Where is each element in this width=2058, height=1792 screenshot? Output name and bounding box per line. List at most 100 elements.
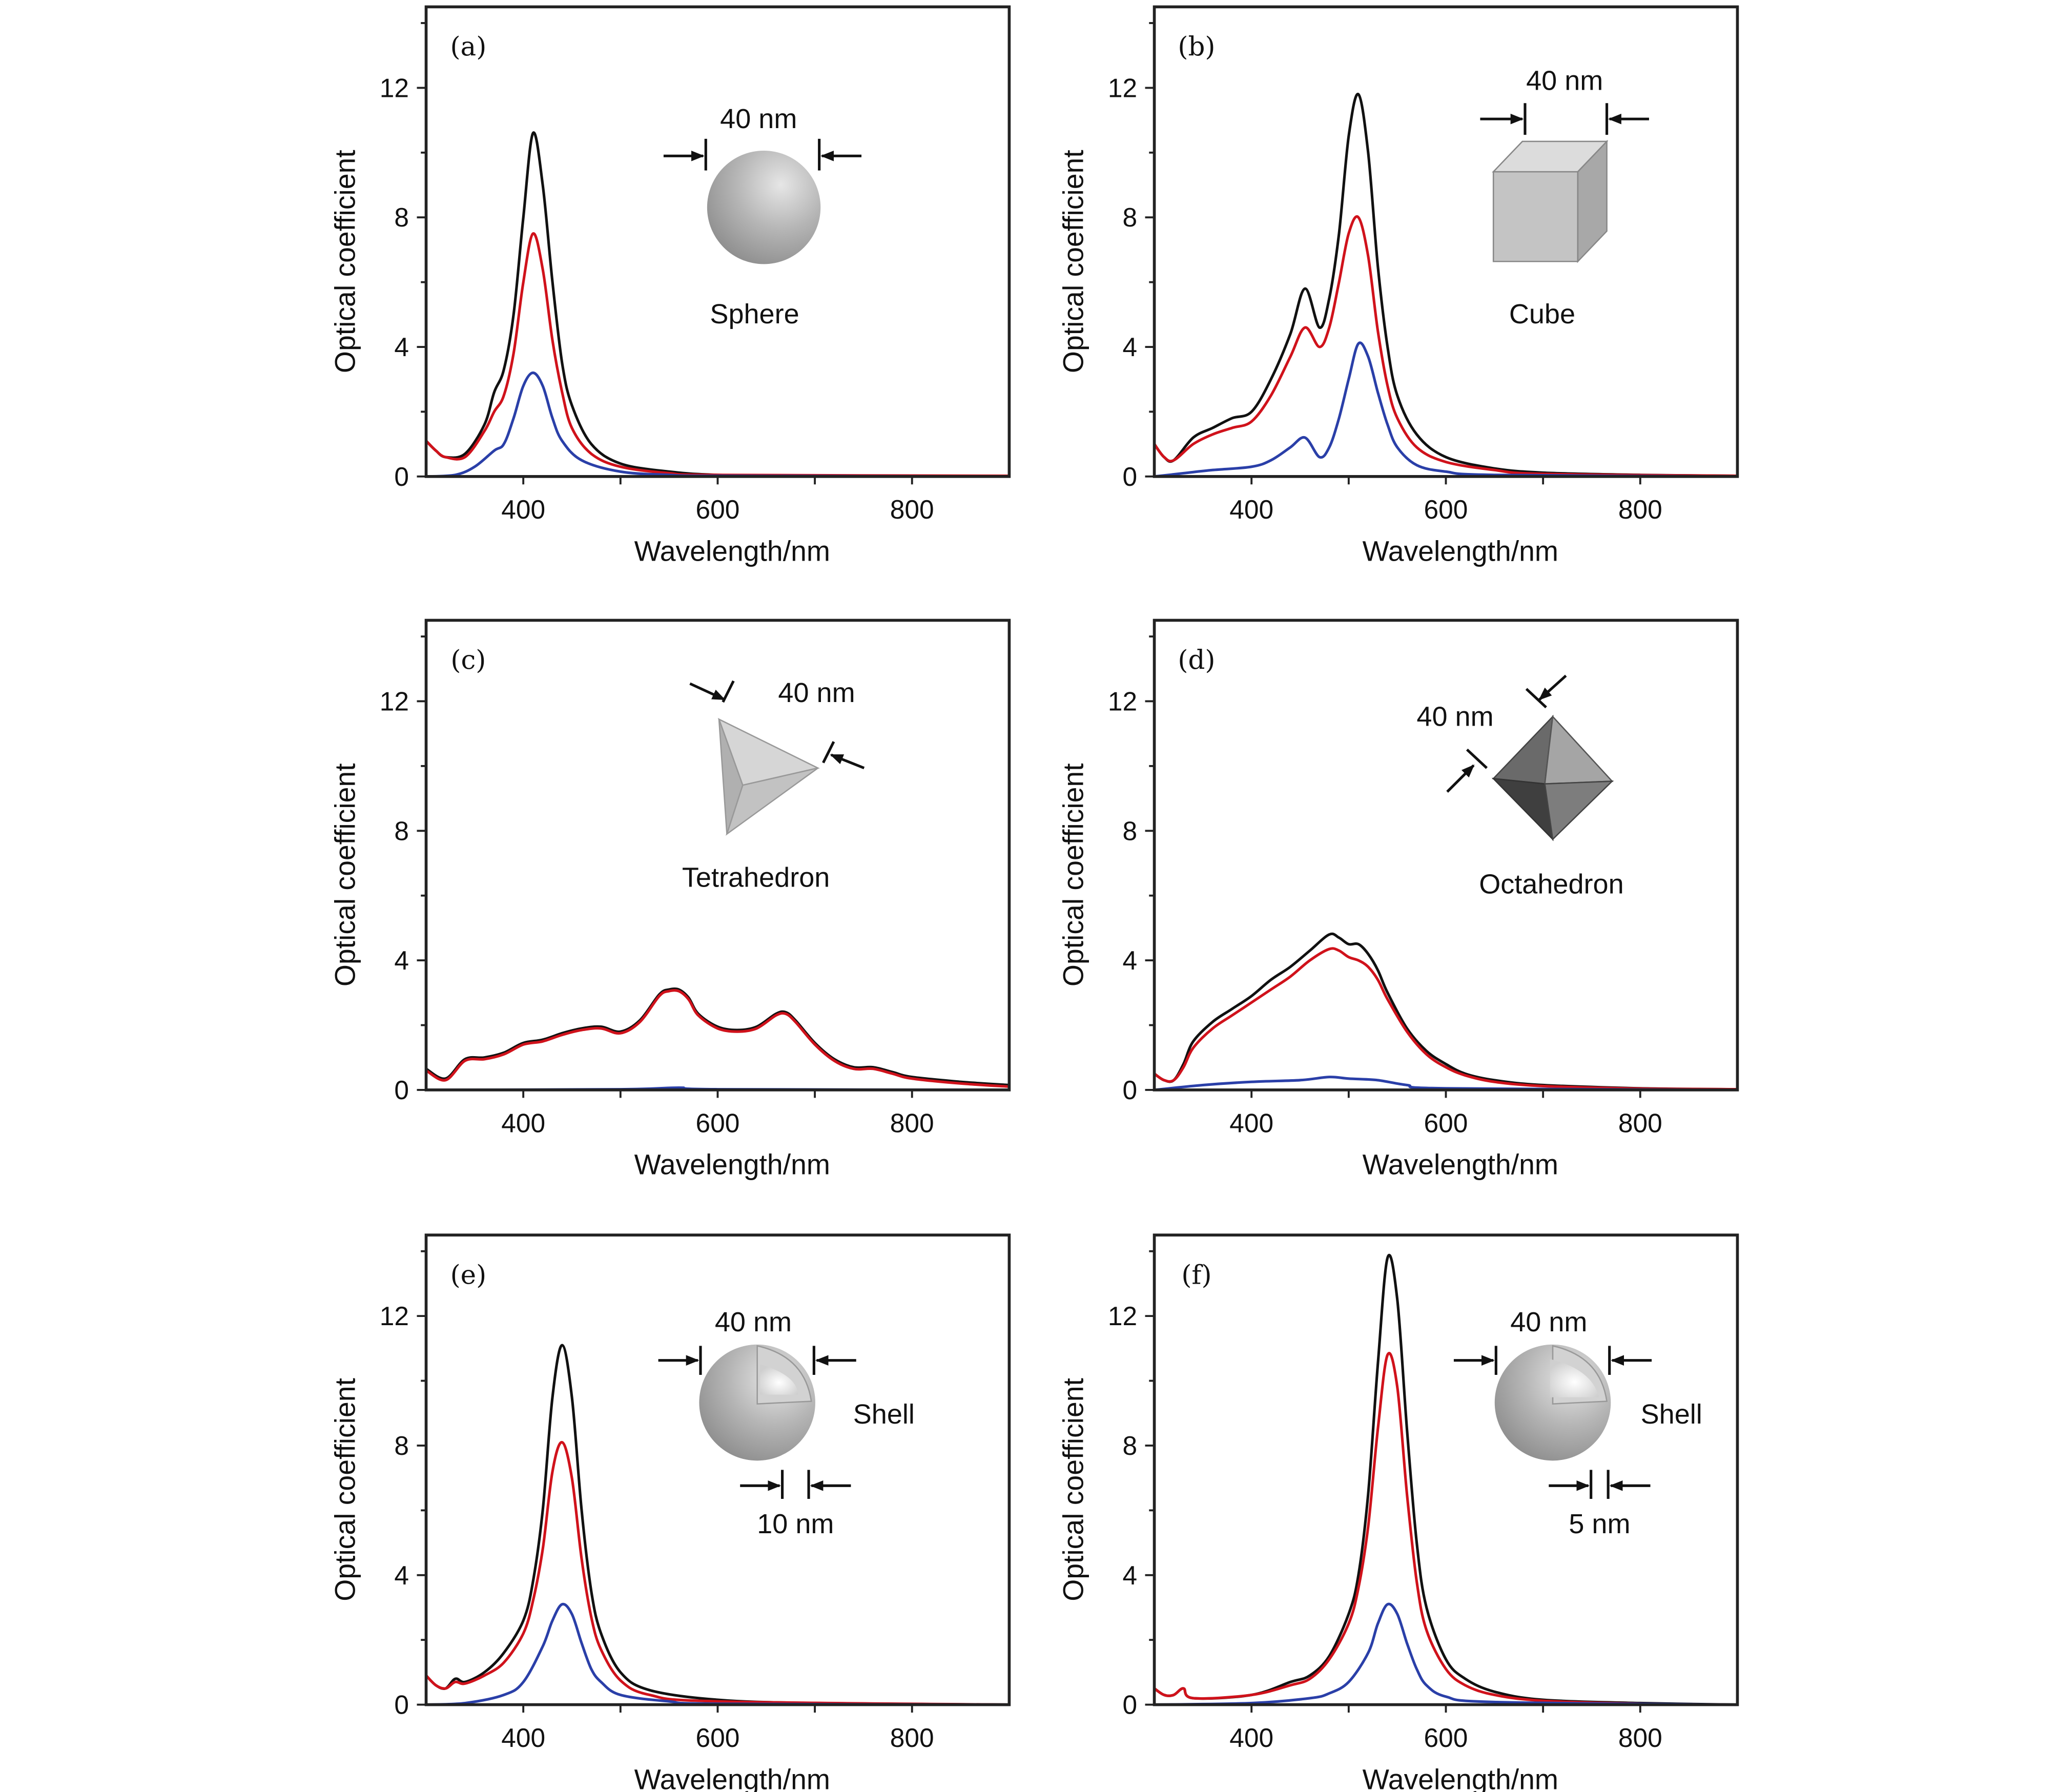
panel-b: 0 4 8 12 400 600 800 Wavelength/nm Optical coeff… <box>1058 5 1739 567</box>
size-label: 40 nm <box>778 677 855 708</box>
x-tick-label: 600 <box>696 1723 740 1753</box>
y-tick-label: 8 <box>394 202 409 232</box>
series-line-1 <box>425 232 1010 478</box>
x-tick-label: 400 <box>501 1108 545 1138</box>
series-line-2 <box>1154 1602 1738 1706</box>
cube-icon <box>1492 139 1609 263</box>
plot-frame <box>424 1233 1011 1706</box>
x-axis-label: Wavelength/nm <box>1363 1763 1558 1792</box>
dimension-bar <box>1466 748 1488 769</box>
y-tick-label: 8 <box>1122 816 1137 846</box>
inset-octahedron: 40 nm Octahedron <box>1416 674 1624 899</box>
inset-cube: 40 nm Cube <box>1480 66 1649 329</box>
plot-frame <box>424 619 1011 1091</box>
y-tick-label: 4 <box>394 332 409 362</box>
x-tick-label: 600 <box>1424 495 1468 524</box>
x-axis-label: Wavelength/nm <box>1363 1149 1558 1181</box>
size-label: 40 nm <box>1510 1307 1587 1337</box>
shape-name: Sphere <box>710 299 799 329</box>
dimension-bar <box>722 680 735 703</box>
x-tick-label: 800 <box>890 495 934 524</box>
y-tick-label: 0 <box>394 1075 409 1105</box>
panel-label: (d) <box>1178 645 1215 676</box>
inset-sphere: 40 nm Sphere <box>663 104 862 329</box>
y-tick-label: 12 <box>1108 686 1137 716</box>
y-tick-label: 0 <box>1122 1690 1137 1720</box>
series-line-0 <box>1153 93 1738 478</box>
y-tick-label: 8 <box>1122 202 1137 232</box>
shell-thickness-label: 5 nm <box>1569 1509 1630 1539</box>
x-tick-label: 600 <box>696 495 740 524</box>
y-axis-label: Optical coefficient <box>1058 150 1089 373</box>
arrow-icon <box>1538 674 1567 701</box>
shape-name: Shell <box>853 1399 915 1430</box>
size-label: 40 nm <box>1526 66 1603 96</box>
y-tick-label: 8 <box>394 1431 409 1460</box>
dimension-bar <box>1525 688 1547 709</box>
y-tick-label: 4 <box>394 945 409 975</box>
shell-sphere-icon <box>1494 1344 1611 1461</box>
sphere-icon <box>707 150 821 264</box>
series-line-0 <box>425 1344 1010 1706</box>
x-tick-label: 600 <box>1424 1108 1468 1138</box>
panel-label: (b) <box>1178 32 1215 63</box>
y-tick-label: 0 <box>394 1690 409 1720</box>
x-tick-label: 400 <box>1229 495 1273 524</box>
panel-label: (e) <box>450 1260 487 1290</box>
x-tick-label: 800 <box>1618 1108 1662 1138</box>
series-line-1 <box>1154 947 1738 1091</box>
size-label: 40 nm <box>715 1307 792 1337</box>
y-tick-label: 0 <box>394 462 409 491</box>
series-line-2 <box>1154 341 1738 478</box>
x-axis-label: Wavelength/nm <box>634 535 830 567</box>
y-tick-label: 12 <box>1108 1301 1137 1331</box>
y-axis-label: Optical coefficient <box>1058 1378 1089 1601</box>
shell-sphere-icon <box>699 1344 815 1461</box>
panel-d: 0 4 8 12 400 600 800 Wavelength/nm Optical coeff… <box>1058 619 1739 1181</box>
series-line-0 <box>425 987 1010 1086</box>
plot-frame <box>1153 619 1739 1091</box>
series-line-2 <box>426 371 1010 478</box>
series-line-2 <box>426 1602 1010 1706</box>
series-line-0 <box>1154 1253 1738 1706</box>
x-axis-label: Wavelength/nm <box>1363 535 1558 567</box>
size-label: 40 nm <box>1416 701 1493 732</box>
plot-frame <box>1153 5 1739 478</box>
inset-shell: 40 nm 10 nm Shell <box>658 1307 915 1539</box>
shape-name: Cube <box>1509 299 1575 329</box>
x-tick-label: 600 <box>696 1108 740 1138</box>
x-tick-label: 800 <box>890 1723 934 1753</box>
octahedron-icon <box>1491 714 1614 841</box>
panel-label: (f) <box>1181 1260 1211 1290</box>
shape-name: Tetrahedron <box>682 862 830 893</box>
y-axis-label: Optical coefficient <box>1058 763 1089 986</box>
panel-a: 0 4 8 12 400 600 800 Wavelength/nm Optical coeff… <box>330 5 1011 567</box>
series-line-0 <box>1154 932 1738 1091</box>
tetrahedron-icon <box>717 717 820 836</box>
x-tick-label: 800 <box>890 1108 934 1138</box>
plot-frame <box>1153 1233 1739 1706</box>
y-tick-label: 4 <box>394 1560 409 1590</box>
series-line-1 <box>1154 1352 1738 1706</box>
x-tick-label: 400 <box>1229 1108 1273 1138</box>
shape-name: Octahedron <box>1479 869 1623 899</box>
panel-label: (a) <box>450 32 486 63</box>
dimension-bar <box>822 741 835 764</box>
y-tick-label: 4 <box>1122 1560 1137 1590</box>
y-tick-label: 4 <box>1122 945 1137 975</box>
panel-f: 0 4 8 12 400 600 800 Wavelength/nm Optical coeff… <box>1058 1233 1739 1792</box>
x-tick-label: 800 <box>1618 495 1662 524</box>
y-tick-label: 12 <box>380 686 409 716</box>
shape-name: Shell <box>1641 1399 1702 1430</box>
x-axis-label: Wavelength/nm <box>634 1149 830 1181</box>
panel-label: (c) <box>450 645 486 676</box>
x-tick-label: 800 <box>1618 1723 1662 1753</box>
arrow-icon <box>1446 764 1475 793</box>
panel-c: 0 4 8 12 400 600 800 Wavelength/nm Optical coeff… <box>330 619 1011 1181</box>
series-line-1 <box>425 988 1010 1088</box>
x-tick-label: 400 <box>501 495 545 524</box>
series-line-1 <box>1153 215 1738 478</box>
x-tick-label: 400 <box>1229 1723 1273 1753</box>
y-tick-label: 0 <box>1122 1075 1137 1105</box>
